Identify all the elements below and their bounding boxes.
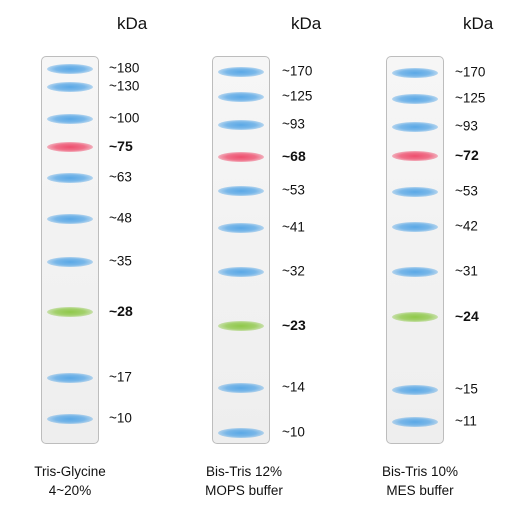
ladder-caption: Tris-Glycine 4~20%	[0, 462, 150, 500]
ladder-band	[218, 186, 264, 196]
caption-line: Tris-Glycine	[34, 464, 106, 479]
band-size-label: ~48	[109, 210, 132, 226]
ladder-band	[218, 92, 264, 102]
band-size-label: ~11	[455, 413, 477, 429]
ladder-band	[47, 82, 93, 92]
ladder-band	[47, 142, 93, 152]
ladder-band	[218, 152, 264, 162]
band-size-label: ~10	[109, 410, 132, 426]
ladder-band	[392, 417, 438, 427]
caption-line: Bis-Tris 12%	[205, 464, 282, 479]
ladder-band	[392, 94, 438, 104]
ladder-band	[47, 214, 93, 224]
band-size-label: ~17	[109, 369, 132, 385]
ladder-band	[47, 64, 93, 74]
band-size-label: ~41	[282, 219, 305, 235]
caption-line: Bis-Tris 10%	[381, 464, 458, 479]
band-size-label: ~130	[109, 78, 140, 94]
unit-label: kDa	[463, 14, 494, 33]
ladder-lane	[386, 56, 444, 444]
band-size-label: ~53	[282, 182, 305, 198]
ladder-band	[218, 267, 264, 277]
band-size-label: ~42	[455, 218, 478, 234]
ladder-band	[218, 383, 264, 393]
band-size-label: ~10	[282, 424, 305, 440]
ladder-lane	[212, 56, 270, 444]
band-size-label: ~93	[455, 118, 478, 134]
band-size-label: ~125	[282, 88, 313, 104]
ladder-band	[47, 414, 93, 424]
unit-label: kDa	[291, 14, 322, 33]
ladder-band	[392, 312, 438, 322]
band-size-label: ~31	[455, 263, 478, 279]
band-size-label: ~53	[455, 183, 478, 199]
ladder-band	[392, 222, 438, 232]
band-size-label: ~23	[282, 317, 306, 333]
band-size-label: ~170	[282, 63, 313, 79]
ladder-band	[47, 114, 93, 124]
caption-line: MES buffer	[386, 483, 454, 498]
band-size-label: ~72	[455, 147, 479, 163]
ladder-caption: Bis-Tris 12% MOPS buffer	[164, 462, 324, 500]
ladder-caption: Bis-Tris 10% MES buffer	[340, 462, 500, 500]
ladder-band	[392, 187, 438, 197]
ladder-band	[218, 428, 264, 438]
ladder-lane	[41, 56, 99, 444]
ladder-band	[392, 68, 438, 78]
ladder-band	[392, 385, 438, 395]
ladder-band	[47, 373, 93, 383]
band-size-label: ~24	[455, 308, 479, 324]
band-size-label: ~100	[109, 110, 140, 126]
band-size-label: ~180	[109, 60, 140, 76]
caption-line: 4~20%	[48, 483, 92, 498]
band-size-label: ~170	[455, 64, 486, 80]
band-size-label: ~68	[282, 148, 306, 164]
band-size-label: ~32	[282, 263, 305, 279]
ladder-band	[47, 173, 93, 183]
ladder-band	[47, 257, 93, 267]
band-size-label: ~15	[455, 381, 478, 397]
band-size-label: ~75	[109, 138, 133, 154]
caption-line: MOPS buffer	[205, 483, 283, 498]
ladder-band	[218, 321, 264, 331]
band-size-label: ~93	[282, 116, 305, 132]
unit-label: kDa	[117, 14, 148, 33]
ladder-band	[218, 120, 264, 130]
band-size-label: ~14	[282, 379, 305, 395]
band-size-label: ~28	[109, 303, 133, 319]
ladder-band	[218, 67, 264, 77]
ladder-band	[392, 267, 438, 277]
ladder-band	[392, 122, 438, 132]
ladder-band	[218, 223, 264, 233]
band-size-label: ~125	[455, 90, 486, 106]
band-size-label: ~63	[109, 169, 132, 185]
ladder-band	[47, 307, 93, 317]
band-size-label: ~35	[109, 253, 132, 269]
ladder-band	[392, 151, 438, 161]
